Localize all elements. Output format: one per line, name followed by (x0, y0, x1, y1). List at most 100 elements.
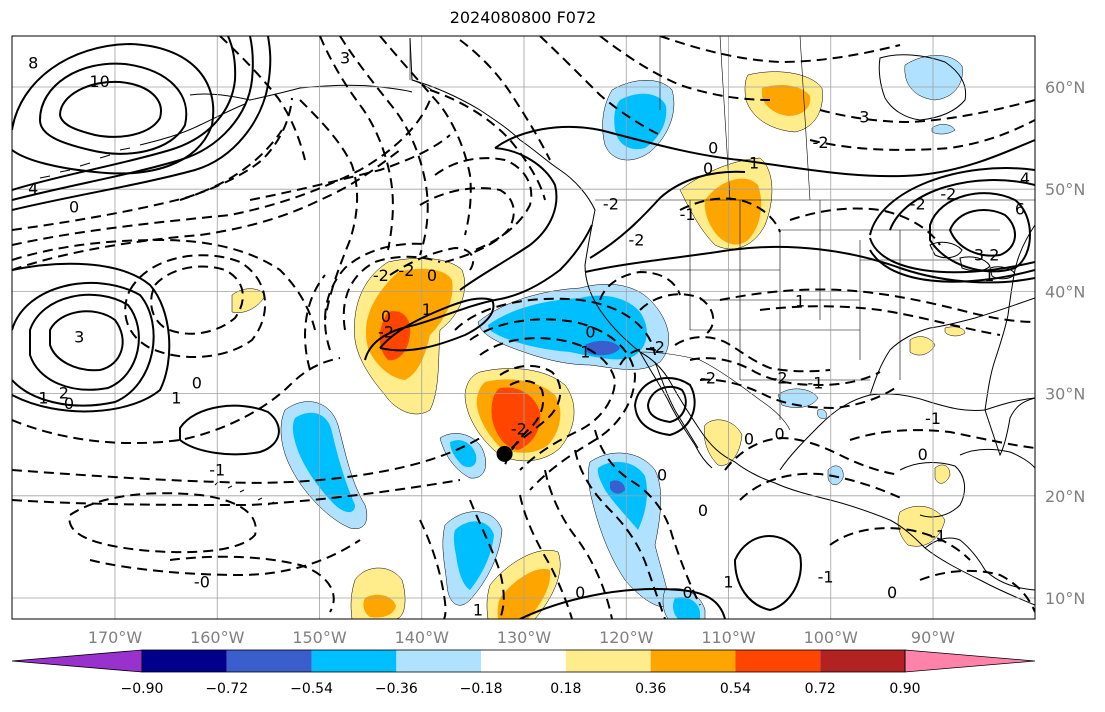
negative-contour (379, 36, 472, 236)
negative-contour (539, 36, 661, 136)
negative-contour (499, 364, 562, 456)
island (39, 147, 131, 179)
negative-contour (544, 469, 613, 619)
latitude-tick-label: 10°N (1045, 589, 1085, 608)
negative-contour (849, 429, 1035, 449)
positive-contour (49, 310, 124, 372)
contour-lines (12, 36, 1035, 619)
contour-label: -2 (378, 322, 394, 341)
coastline (409, 37, 1035, 606)
negative-contour (12, 99, 431, 246)
colorbar-segment (820, 650, 905, 672)
longitude-tick-label: 170°W (88, 628, 143, 647)
coastline (639, 351, 713, 469)
negative-contour (68, 492, 257, 554)
negative-contour (574, 449, 666, 619)
colorbar-tick-label: −0.18 (460, 681, 503, 697)
colorbar-segment (481, 650, 566, 672)
location-marker (496, 445, 513, 462)
colorbar-tick-label: 0.72 (805, 681, 836, 697)
contour-label: 0 (381, 307, 391, 326)
contour-label: -2 (910, 195, 926, 214)
contour-label: 1 (171, 389, 181, 408)
positive-contour (733, 535, 802, 612)
negative-contour (12, 357, 341, 445)
island (214, 481, 275, 506)
positive-contour (459, 147, 558, 291)
negative-contour (679, 197, 781, 233)
positive-contour (889, 179, 1035, 231)
negative-contour (719, 288, 1035, 323)
positive-anomaly-region (909, 336, 936, 356)
contour-label: 10 (89, 72, 109, 91)
positive-anomaly-region (944, 326, 966, 337)
contour-label: -3 (853, 108, 869, 127)
contour-label: -1 (680, 205, 696, 224)
contour-label: 0 (427, 266, 437, 285)
contour-label: 0 (64, 394, 74, 413)
contour-label: -0 (194, 573, 210, 592)
negative-anomaly-region (931, 124, 956, 135)
negative-contour (594, 429, 701, 606)
negative-contour (639, 293, 715, 336)
border-line (639, 351, 791, 431)
positive-contour (869, 237, 1035, 274)
coastline (984, 397, 1035, 457)
negative-contour (504, 379, 545, 466)
positive-contour (38, 62, 188, 155)
positive-anomaly-region (704, 419, 743, 466)
positive-contour (364, 224, 593, 361)
longitude-tick-label: 130°W (497, 628, 552, 647)
contour-label: 0 (744, 430, 754, 449)
positive-contour (29, 293, 140, 391)
contour-label: 3 (340, 48, 350, 67)
negative-contour (759, 305, 1001, 336)
colorbar-segment (396, 650, 482, 672)
island (959, 448, 1035, 469)
positive-contour (869, 167, 1035, 236)
positive-anomaly-region (934, 464, 951, 484)
negative-contour (674, 336, 831, 373)
contour-label: -1 (818, 568, 834, 587)
negative-contour (249, 134, 451, 201)
latitude-tick-label: 50°N (1045, 180, 1085, 199)
contour-label: 0 (918, 445, 928, 464)
negative-contour (342, 255, 441, 331)
negative-anomaly-region (610, 480, 625, 494)
colorbar-outline (141, 649, 906, 673)
positive-contour (929, 192, 1031, 273)
negative-contour (919, 569, 1035, 613)
contour-label: 0 (575, 583, 585, 602)
colorbar-segment (226, 650, 312, 672)
positive-contour (12, 36, 254, 201)
positive-anomaly-region (704, 178, 762, 245)
longitude-tick-label: 100°W (804, 628, 859, 647)
positive-anomaly-region (379, 311, 411, 361)
colorbar-tick-label: −0.36 (375, 681, 418, 697)
positive-contour (12, 42, 215, 175)
lake (959, 256, 991, 272)
latitude-tick-label: 40°N (1045, 282, 1085, 301)
longitude-tick-label: 140°W (395, 628, 450, 647)
negative-contour (324, 242, 426, 351)
positive-contour (12, 36, 272, 211)
negative-anomaly-region (453, 521, 494, 590)
contour-label: 8 (28, 53, 38, 72)
contour-label: -1 (930, 527, 946, 546)
positive-contour (58, 80, 162, 138)
negative-anomaly-region (827, 465, 844, 485)
negative-contour (150, 265, 244, 335)
contour-label: -1 (209, 460, 225, 479)
positive-anomaly-region (762, 84, 811, 116)
contour-label: 2 (989, 246, 999, 265)
positive-contour (633, 376, 696, 437)
longitude-tick-label: 90°W (911, 628, 955, 647)
negative-contour (429, 89, 546, 201)
contour-label: 0 (887, 583, 897, 602)
contour-label: 1 (580, 343, 590, 362)
anomaly-shading (231, 55, 966, 619)
negative-anomaly-region (817, 409, 827, 419)
negative-contour (339, 36, 429, 256)
negative-contour (419, 187, 515, 263)
negative-contour (219, 36, 306, 161)
